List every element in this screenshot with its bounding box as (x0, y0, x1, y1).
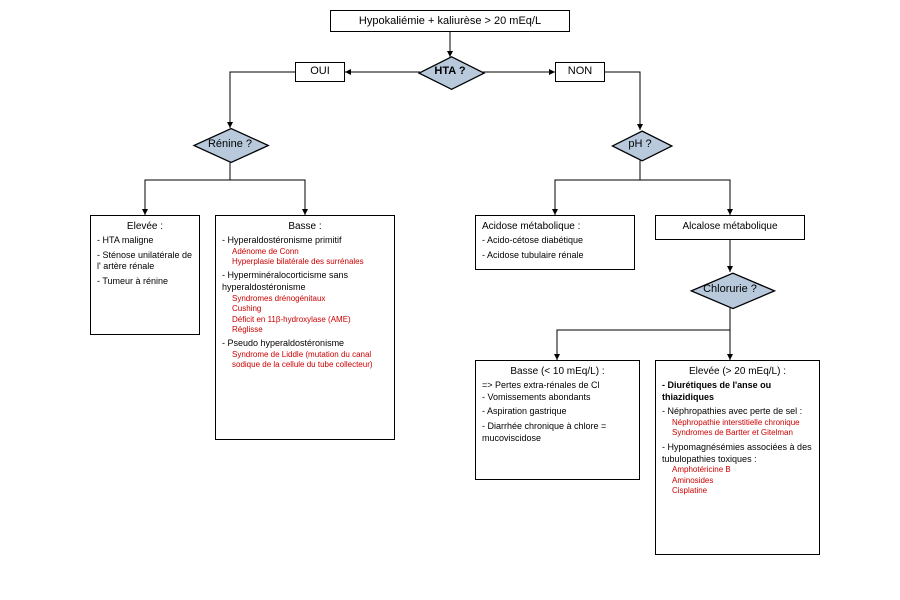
renine-label: Rénine ? (195, 138, 265, 150)
edge (640, 160, 730, 215)
non-label: NON (555, 62, 605, 82)
elevee-chlorurie-box: Elevée (> 20 mEq/L) :- Diurétiques de l'… (655, 360, 820, 555)
ph-label: pH ? (612, 138, 668, 150)
hta-decision: HTA ? (390, 57, 510, 87)
basse-renine-box: Basse :- Hyperaldostéronisme primitifAdé… (215, 215, 395, 440)
root-node: Hypokaliémie + kaliurèse > 20 mEq/L (330, 10, 570, 32)
edge (555, 160, 640, 215)
edge (145, 162, 230, 215)
edge (557, 308, 730, 360)
hta-label: HTA ? (420, 65, 480, 77)
ph-decision: pH ? (584, 131, 696, 159)
non-text: NON (568, 65, 592, 77)
edge (605, 72, 640, 130)
root-label: Hypokaliémie + kaliurèse > 20 mEq/L (359, 15, 541, 27)
oui-text: OUI (310, 65, 330, 77)
chlorurie-label: Chlorurie ? (690, 283, 770, 295)
edge (230, 72, 295, 128)
alcalose-box: Alcalose métabolique (655, 215, 805, 240)
acidose-box: Acidose métabolique :- Acido-cétose diab… (475, 215, 635, 270)
renine-decision: Rénine ? (153, 129, 306, 161)
edge (230, 162, 305, 215)
oui-label: OUI (295, 62, 345, 82)
basse-chlorurie-box: Basse (< 10 mEq/L) :=> Pertes extra-réna… (475, 360, 640, 480)
chlorurie-decision: Chlorurie ? (636, 273, 824, 307)
elevee-renine-box: Elevée :- HTA maligne- Sténose unilatéra… (90, 215, 200, 335)
